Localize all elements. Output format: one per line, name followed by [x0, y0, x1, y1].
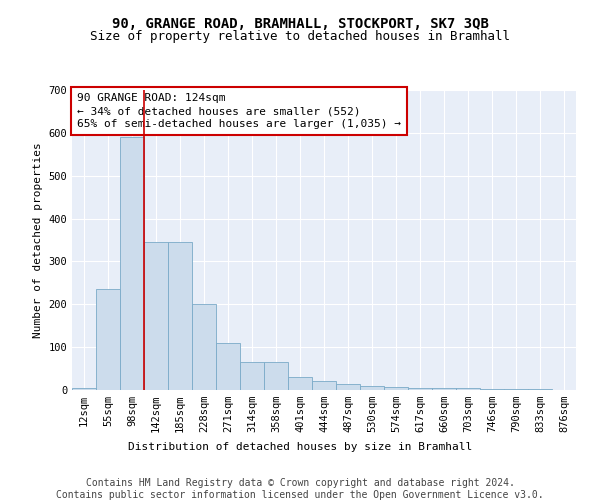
Bar [216, 343, 240, 390]
Text: Size of property relative to detached houses in Bramhall: Size of property relative to detached ho… [90, 30, 510, 43]
Bar [288, 377, 312, 390]
Bar [504, 389, 528, 390]
Bar [120, 137, 144, 390]
Bar [384, 386, 408, 390]
Bar [312, 382, 336, 390]
Text: Distribution of detached houses by size in Bramhall: Distribution of detached houses by size … [128, 442, 472, 452]
Bar [456, 388, 480, 390]
Text: Contains HM Land Registry data © Crown copyright and database right 2024.: Contains HM Land Registry data © Crown c… [86, 478, 514, 488]
Bar [360, 386, 384, 390]
Text: 90 GRANGE ROAD: 124sqm
← 34% of detached houses are smaller (552)
65% of semi-de: 90 GRANGE ROAD: 124sqm ← 34% of detached… [77, 93, 401, 130]
Bar [528, 389, 552, 390]
Bar [96, 290, 120, 390]
Bar [144, 242, 168, 390]
Bar [408, 388, 432, 390]
Bar [432, 388, 456, 390]
Bar [72, 388, 96, 390]
Text: Contains public sector information licensed under the Open Government Licence v3: Contains public sector information licen… [56, 490, 544, 500]
Bar [336, 384, 360, 390]
Bar [240, 362, 264, 390]
Y-axis label: Number of detached properties: Number of detached properties [33, 142, 43, 338]
Text: 90, GRANGE ROAD, BRAMHALL, STOCKPORT, SK7 3QB: 90, GRANGE ROAD, BRAMHALL, STOCKPORT, SK… [112, 18, 488, 32]
Bar [264, 362, 288, 390]
Bar [168, 242, 192, 390]
Bar [192, 304, 216, 390]
Bar [480, 388, 504, 390]
